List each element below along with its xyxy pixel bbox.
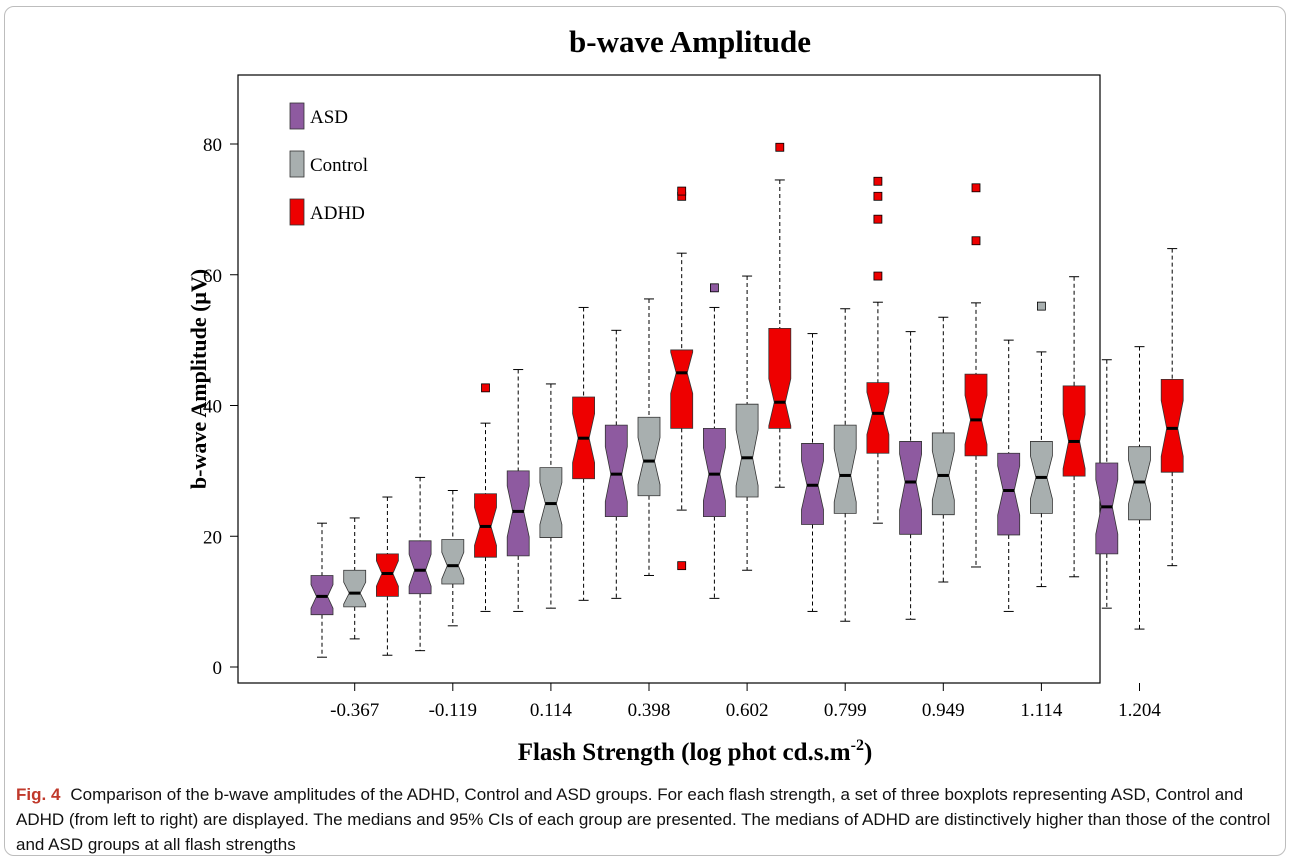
legend-label: ASD	[310, 107, 348, 128]
notched-box	[506, 470, 530, 557]
notched-box	[866, 382, 890, 454]
notched-box	[1062, 385, 1086, 477]
figure-label: Fig. 4	[16, 785, 61, 804]
x-tick-label: 0.799	[824, 700, 867, 721]
notched-box	[637, 416, 661, 497]
x-axis-label-main: Flash Strength (log phot cd.s.m	[518, 739, 851, 766]
notched-box	[670, 349, 694, 429]
notched-box	[899, 441, 922, 535]
outlier-point	[873, 191, 883, 201]
x-tick-label: 1.204	[1118, 700, 1161, 721]
outlier-point	[677, 186, 687, 196]
figure-caption-text: Comparison of the b-wave amplitudes of t…	[16, 785, 1271, 854]
notched-box	[1160, 378, 1184, 473]
notched-box	[1095, 462, 1119, 555]
x-axis-label: Flash Strength (log phot cd.s.m-2)	[518, 737, 873, 766]
x-tick-label: 0.949	[922, 700, 965, 721]
outlier-point	[677, 561, 687, 571]
notched-box	[703, 427, 726, 518]
y-tick-label: 60	[203, 266, 222, 287]
x-axis: -0.367 -0.119 0.114 0.398 0.602 0.799 0.949 1.1…	[330, 683, 1161, 721]
outlier-point	[1037, 301, 1046, 311]
y-axis: 0 20 40 60 80	[203, 135, 238, 679]
outlier-point	[481, 383, 490, 393]
x-tick-label: 0.602	[726, 700, 769, 721]
notched-box	[441, 539, 465, 585]
x-tick-label: -0.119	[429, 700, 477, 721]
legend-label: Control	[310, 155, 368, 176]
box-series	[310, 142, 1184, 658]
outlier-point	[971, 183, 981, 193]
notched-box	[375, 553, 399, 597]
x-tick-label: 1.114	[1020, 700, 1063, 721]
x-tick-label: 0.398	[628, 700, 671, 721]
notched-box	[604, 424, 628, 518]
x-axis-label-sup: -2	[851, 737, 864, 754]
y-tick-label: 0	[213, 658, 223, 679]
notched-box	[408, 540, 432, 595]
x-tick-label: -0.367	[330, 700, 379, 721]
y-tick-label: 40	[203, 397, 222, 418]
chart-title: b-wave Amplitude	[569, 24, 811, 59]
x-tick-label: 0.114	[530, 700, 573, 721]
figure-caption: Fig. 4 Comparison of the b-wave amplitude…	[16, 782, 1278, 857]
y-tick-label: 80	[203, 135, 222, 156]
notched-box	[833, 424, 857, 514]
legend-swatch	[289, 102, 305, 130]
notched-box	[343, 569, 367, 608]
outlier-point	[873, 214, 883, 224]
legend-swatch	[289, 198, 305, 226]
y-tick-label: 20	[203, 527, 222, 548]
notched-box	[964, 373, 988, 457]
x-axis-label-end: )	[864, 739, 872, 766]
legend-swatch	[289, 150, 305, 178]
legend-label: ADHD	[310, 203, 365, 224]
outlier-point	[873, 271, 883, 281]
outlier-point	[710, 283, 719, 293]
y-axis-label: b-wave Amplitude (μV)	[186, 269, 211, 489]
outlier-point	[971, 236, 981, 246]
boxplot-chart: b-wave Amplitude 0 20 40 60 80 -0.367 -0.119 0…	[186, 24, 1184, 766]
outlier-point	[775, 142, 785, 152]
plot-frame	[237, 74, 1101, 684]
legend: ASD Control ADHD	[289, 102, 368, 226]
notched-box	[931, 432, 955, 516]
notched-box	[997, 452, 1021, 536]
notched-box	[735, 403, 759, 498]
outlier-point	[873, 176, 883, 186]
notched-box	[768, 327, 792, 429]
